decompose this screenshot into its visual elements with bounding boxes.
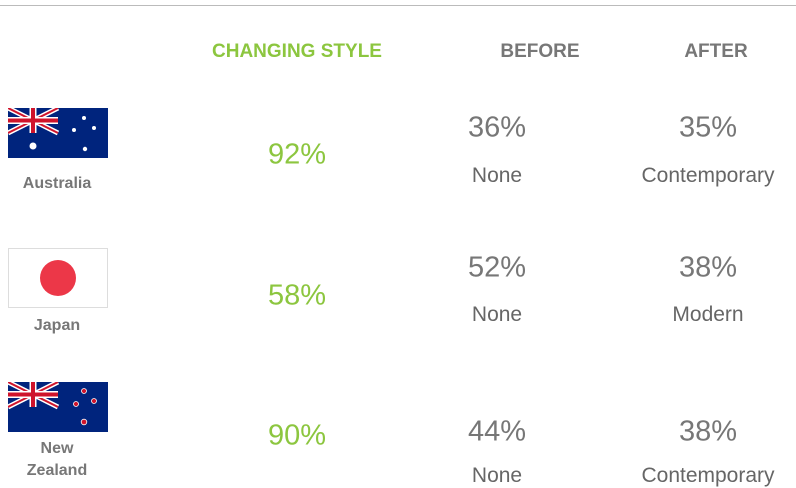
after-percent: 38% (678, 251, 738, 284)
after-style: Modern (672, 303, 744, 326)
country-label: Japan (33, 317, 81, 334)
before-style: None (471, 303, 523, 326)
before-percent: 36% (467, 111, 527, 144)
divider (0, 5, 796, 6)
flag-australia (8, 108, 108, 158)
flag-new-zealand (8, 382, 108, 432)
flag-japan (8, 248, 108, 308)
changing-percent: 58% (267, 279, 327, 312)
changing-percent: 92% (267, 138, 327, 171)
before-percent: 52% (467, 251, 527, 284)
after-style: Contemporary (641, 164, 775, 187)
column-header: AFTER (684, 41, 748, 62)
before-style: None (471, 464, 523, 487)
country-label: Australia (22, 175, 92, 192)
country-label: New Zealand (26, 440, 88, 479)
before-style: None (471, 164, 523, 187)
after-percent: 35% (678, 111, 738, 144)
before-percent: 44% (467, 415, 527, 448)
column-header: CHANGING STYLE (212, 41, 382, 62)
after-style: Contemporary (641, 464, 775, 487)
changing-percent: 90% (267, 419, 327, 452)
after-percent: 38% (678, 415, 738, 448)
column-header: BEFORE (500, 41, 580, 62)
